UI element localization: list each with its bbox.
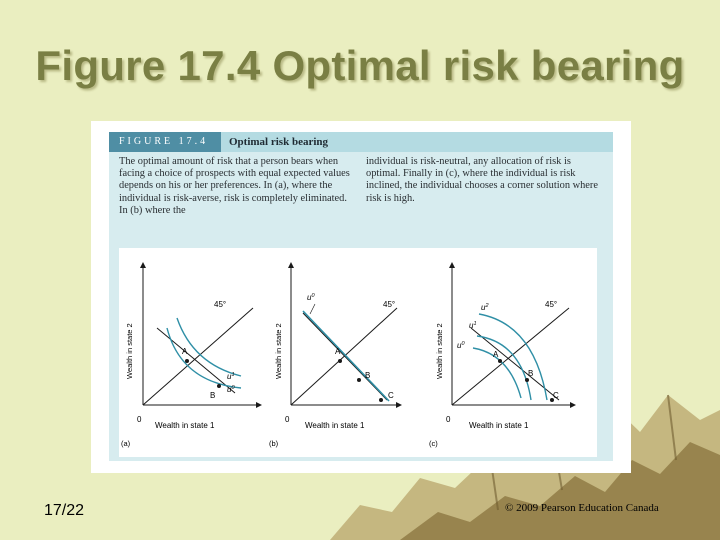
panel-b-curve-u0 bbox=[302, 310, 390, 402]
panel-a-budget-line bbox=[156, 327, 236, 394]
panel-b-point-a-label: A bbox=[335, 347, 341, 356]
panel-c-point-c bbox=[550, 398, 554, 402]
panel-c-point-a bbox=[498, 359, 502, 363]
risk-bearing-diagrams: A B u1 u0 45° 0 Wealth in state 1 Wealth… bbox=[121, 262, 576, 448]
figure-header: FIGURE 17.4 Optimal risk bearing bbox=[109, 132, 613, 152]
panel-c-point-b bbox=[525, 378, 529, 382]
panel-b: A B C u0 45° 0 Wealth in state 1 Wealth … bbox=[269, 262, 402, 448]
panel-c-curve-u0 bbox=[472, 347, 522, 399]
panel-b-u0-symbol: u bbox=[307, 293, 312, 302]
panel-a-curve-u0-label: u0 bbox=[227, 385, 235, 394]
panel-a-point-b-label: B bbox=[210, 391, 215, 400]
panel-c-curve-u2 bbox=[478, 313, 548, 401]
panel-c: A B C u2 u1 u0 45° 0 Wealth in state 1 W… bbox=[429, 262, 576, 448]
panel-a-point-b bbox=[217, 384, 221, 388]
figure-frame: FIGURE 17.4 Optimal risk bearing The opt… bbox=[109, 132, 613, 461]
panel-b-origin-label: 0 bbox=[285, 415, 290, 424]
figure-number-label: FIGURE 17.4 bbox=[109, 132, 221, 152]
panel-a-curve-u1-label: u1 bbox=[227, 372, 235, 381]
panel-b-x-axis-label: Wealth in state 1 bbox=[305, 421, 365, 430]
slide-title: Figure 17.4 Optimal risk bearing bbox=[35, 42, 685, 89]
figure-heading: Optimal risk bearing bbox=[221, 132, 613, 152]
panel-c-curve-u1-label: u1 bbox=[469, 321, 477, 330]
panel-a-point-a-label: A bbox=[182, 347, 188, 356]
panel-b-point-c bbox=[379, 398, 383, 402]
panel-c-point-a-label: A bbox=[493, 350, 499, 359]
panel-c-origin-label: 0 bbox=[446, 415, 451, 424]
panel-a-u0-index: 0 bbox=[231, 385, 235, 391]
panel-b-point-a bbox=[338, 359, 342, 363]
panel-b-ray-label: 45° bbox=[383, 300, 395, 309]
panel-c-u0-symbol: u bbox=[457, 341, 462, 350]
panel-c-y-axis-label: Wealth in state 2 bbox=[435, 323, 444, 379]
panel-c-curve-u2-label: u2 bbox=[481, 303, 489, 312]
panel-b-point-b-label: B bbox=[365, 371, 370, 380]
mountain-range-near bbox=[400, 442, 720, 540]
panel-b-curve-u0-label: u0 bbox=[307, 293, 315, 302]
panel-a: A B u1 u0 45° 0 Wealth in state 1 Wealth… bbox=[121, 262, 262, 448]
panel-a-panel-label: (a) bbox=[121, 439, 131, 448]
panel-b-u0-pointer bbox=[309, 303, 316, 315]
panel-b-budget-line bbox=[302, 312, 388, 401]
panel-c-curve-u0-label: u0 bbox=[457, 341, 465, 350]
panel-c-u2-index: 2 bbox=[484, 303, 488, 309]
panel-a-curve-u0 bbox=[166, 327, 242, 389]
panel-c-u2-symbol: u bbox=[481, 303, 486, 312]
panel-b-point-c-label: C bbox=[388, 391, 394, 400]
panel-c-point-c-label: C bbox=[553, 391, 559, 400]
figure-image: FIGURE 17.4 Optimal risk bearing The opt… bbox=[91, 121, 631, 473]
panel-c-curve-u1 bbox=[476, 335, 532, 401]
panel-a-u1-index: 1 bbox=[231, 372, 234, 378]
panel-c-budget-line bbox=[470, 327, 560, 401]
panel-a-45-ray bbox=[142, 307, 254, 406]
panel-c-45-ray bbox=[451, 307, 570, 406]
panel-a-point-a bbox=[185, 359, 189, 363]
panel-c-u1-symbol: u bbox=[469, 321, 474, 330]
panel-a-origin-label: 0 bbox=[137, 415, 142, 424]
page-number: 17/22 bbox=[44, 502, 85, 519]
panel-b-u0-index: 0 bbox=[311, 293, 315, 299]
panel-c-u1-index: 1 bbox=[473, 321, 476, 327]
panel-a-curve-u1 bbox=[176, 317, 242, 377]
panel-a-x-axis-label: Wealth in state 1 bbox=[155, 421, 215, 430]
panel-c-point-b-label: B bbox=[528, 369, 533, 378]
graph-area: A B u1 u0 45° 0 Wealth in state 1 Wealth… bbox=[119, 248, 597, 457]
panel-a-ray-label: 45° bbox=[214, 300, 226, 309]
panel-c-ray-label: 45° bbox=[545, 300, 557, 309]
panel-c-x-axis-label: Wealth in state 1 bbox=[469, 421, 529, 430]
panel-b-y-axis-label: Wealth in state 2 bbox=[274, 323, 283, 379]
figure-caption-left: The optimal amount of risk that a person… bbox=[119, 156, 350, 216]
panel-b-point-b bbox=[357, 378, 361, 382]
panel-a-y-axis-label: Wealth in state 2 bbox=[125, 323, 134, 379]
panel-b-panel-label: (b) bbox=[269, 439, 279, 448]
panel-c-panel-label: (c) bbox=[429, 439, 438, 448]
panel-a-u0-symbol: u bbox=[227, 385, 232, 394]
panel-c-u0-index: 0 bbox=[461, 341, 465, 347]
panel-b-45-ray bbox=[290, 307, 398, 406]
panel-a-u1-symbol: u bbox=[227, 372, 232, 381]
copyright-notice: © 2009 Pearson Education Canada bbox=[505, 502, 659, 514]
figure-caption-right: individual is risk-neutral, any allocati… bbox=[366, 156, 598, 204]
